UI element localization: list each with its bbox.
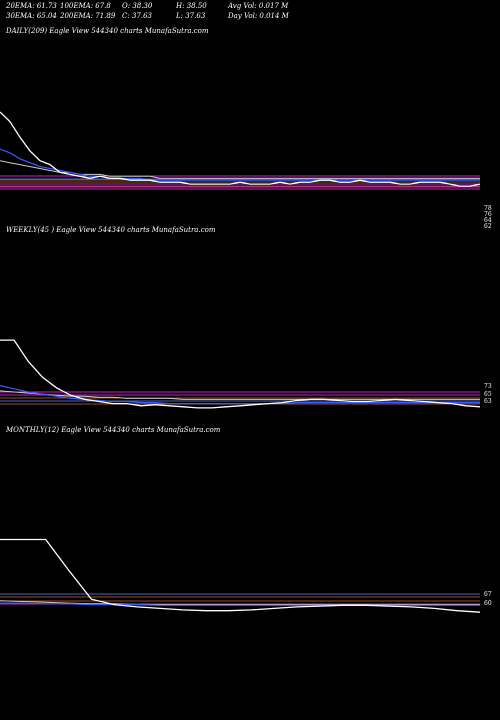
daily-level-64: 64 bbox=[484, 217, 492, 224]
monthly-chart bbox=[0, 538, 481, 613]
weekly-panel-title: WEEKLY(45 ) Eagle View 544340 charts Mun… bbox=[6, 226, 216, 234]
stat-day-vol: Day Vol: 0.014 M bbox=[228, 12, 289, 20]
monthly-price-line bbox=[0, 538, 481, 613]
weekly-ema-fast-line bbox=[0, 385, 480, 405]
stat-30ema: 30EMA: 65.04 bbox=[6, 12, 57, 20]
stat-open: O: 38.30 bbox=[122, 2, 153, 10]
weekly-chart bbox=[0, 339, 481, 409]
monthly-level-60: 60 bbox=[484, 600, 492, 607]
weekly-level-73: 73 bbox=[484, 383, 492, 390]
daily-level-76: 76 bbox=[484, 211, 492, 218]
monthly-panel-title: MONTHLY(12) Eagle View 544340 charts Mun… bbox=[6, 426, 221, 434]
stat-low: L: 37.63 bbox=[176, 12, 206, 20]
weekly-level-65: 65 bbox=[484, 391, 492, 398]
weekly-price-line bbox=[0, 339, 481, 409]
daily-panel-title: DAILY(209) Eagle View 544340 charts Muna… bbox=[6, 27, 209, 35]
daily-level-62: 62 bbox=[484, 223, 492, 230]
stat-high: H: 38.50 bbox=[176, 2, 207, 10]
stat-20ema: 20EMA: 61.73 bbox=[6, 2, 57, 10]
daily-chart bbox=[0, 111, 481, 190]
daily-level-78: 78 bbox=[484, 205, 492, 212]
weekly-level-63: 63 bbox=[484, 398, 492, 405]
daily-ema-fast-line bbox=[0, 148, 480, 181]
monthly-ema-fast-line bbox=[0, 602, 480, 606]
stat-100ema: 100EMA: 67.8 bbox=[60, 2, 111, 10]
stat-avg-vol: Avg Vol: 0.017 M bbox=[228, 2, 289, 10]
stat-200ema: 200EMA: 71.89 bbox=[60, 12, 116, 20]
monthly-ema-slow-line bbox=[0, 600, 480, 606]
daily-price-line bbox=[0, 111, 481, 187]
monthly-level-67: 67 bbox=[484, 591, 492, 598]
stat-close: C: 37.63 bbox=[122, 12, 152, 20]
